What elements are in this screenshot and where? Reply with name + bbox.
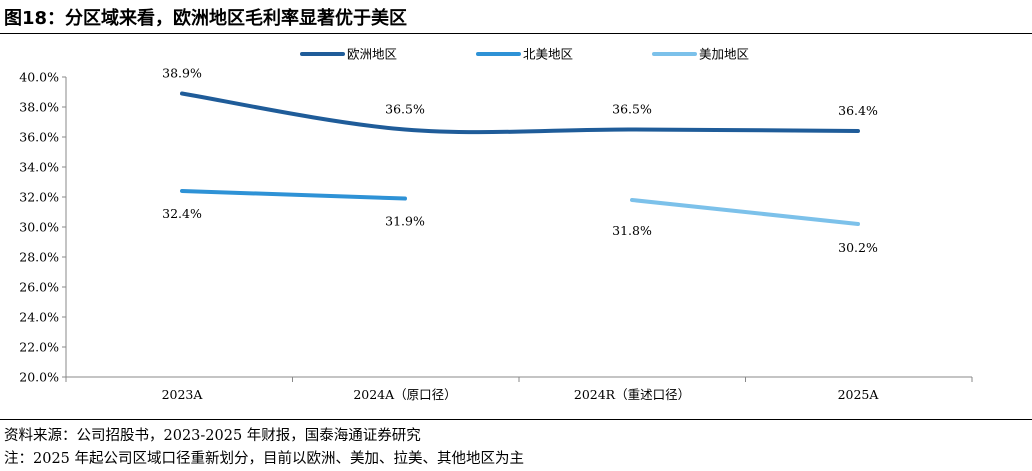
x-tick-label: 2023A xyxy=(162,387,204,402)
legend-label: 美加地区 xyxy=(699,47,749,62)
series-line-2 xyxy=(180,189,407,201)
legend-label: 北美地区 xyxy=(523,47,573,62)
data-label: 31.9% xyxy=(385,214,425,229)
y-tick-label: 28.0% xyxy=(19,250,59,265)
data-label: 36.5% xyxy=(385,102,425,117)
footnote-rule xyxy=(0,419,1032,420)
series-line-1 xyxy=(180,91,860,135)
data-label: 32.4% xyxy=(162,206,202,221)
source-note: 资料来源：公司招股书，2023-2025 年财报，国泰海通证券研究 xyxy=(4,428,421,444)
x-tick-label: 2024A（原口径） xyxy=(353,387,456,402)
y-tick-label: 24.0% xyxy=(19,310,59,325)
x-tick-label: 2024R（重述口径） xyxy=(574,387,690,402)
y-tick-label: 32.0% xyxy=(19,190,59,205)
series-line-3 xyxy=(630,198,860,226)
y-axis: 20.0% 22.0% 24.0% 26.0% 28.0% 30.0% 32.0% 34.0%… xyxy=(19,70,67,385)
legend-label: 欧洲地区 xyxy=(347,47,397,62)
y-tick-label: 40.0% xyxy=(19,70,59,85)
line-chart: 欧洲地区 北美地区 美加地区 20.0% 22.0% 24.0% 26.0% 28.0% 30… xyxy=(19,47,973,402)
data-label: 38.9% xyxy=(162,66,202,81)
y-tick-label: 34.0% xyxy=(19,160,59,175)
x-tick-label: 2025A xyxy=(838,387,880,402)
legend: 欧洲地区 北美地区 美加地区 xyxy=(300,47,749,62)
chart-title: 图18：分区域来看，欧洲地区毛利率显著优于美区 xyxy=(4,8,408,29)
data-label: 30.2% xyxy=(838,240,878,255)
y-tick-label: 22.0% xyxy=(19,340,59,355)
x-axis: 2023A 2024A（原口径） 2024R（重述口径） 2025A xyxy=(65,376,973,402)
y-tick-label: 36.0% xyxy=(19,130,59,145)
data-label: 36.4% xyxy=(838,103,878,118)
title-rule xyxy=(0,33,1032,34)
y-tick-label: 38.0% xyxy=(19,100,59,115)
data-label: 36.5% xyxy=(612,102,652,117)
y-tick-label: 26.0% xyxy=(19,280,59,295)
y-tick-label: 30.0% xyxy=(19,220,59,235)
y-tick-label: 20.0% xyxy=(19,370,59,385)
scope-note: 注：2025 年起公司区域口径重新划分，目前以欧洲、美加、拉美、其他地区为主 xyxy=(4,451,525,467)
series-group xyxy=(180,91,860,226)
data-label: 31.8% xyxy=(612,223,652,238)
data-labels: 38.9% 36.5% 36.5% 36.4% 32.4% 31.9% 31.8% 30.2% xyxy=(162,66,878,256)
